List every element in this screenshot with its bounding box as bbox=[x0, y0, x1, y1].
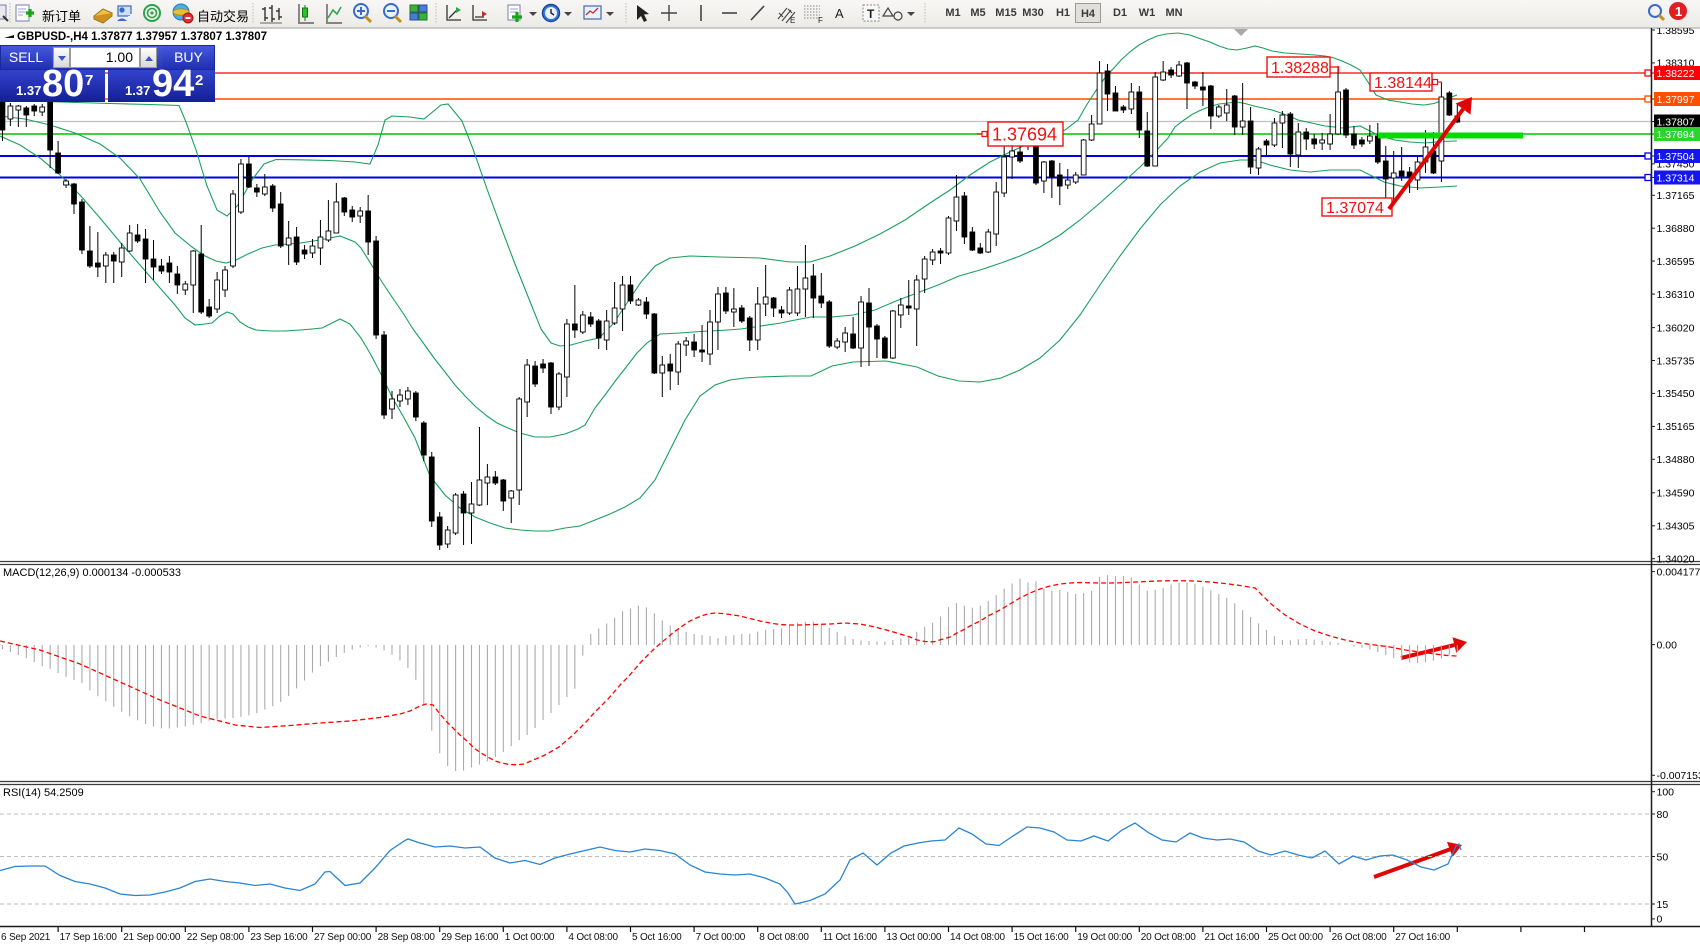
svg-text:0: 0 bbox=[1657, 914, 1663, 926]
svg-text:21 Oct 16:00: 21 Oct 16:00 bbox=[1204, 932, 1259, 943]
svg-text:1.37314: 1.37314 bbox=[1657, 172, 1695, 184]
svg-text:0.00: 0.00 bbox=[1657, 639, 1678, 651]
svg-text:4 Oct 08:00: 4 Oct 08:00 bbox=[568, 932, 618, 943]
svg-text:1.34020: 1.34020 bbox=[1657, 554, 1695, 566]
svg-text:RSI(14) 54.2509: RSI(14) 54.2509 bbox=[3, 787, 84, 799]
svg-text:A: A bbox=[835, 6, 844, 21]
svg-text:7 Oct 00:00: 7 Oct 00:00 bbox=[696, 932, 746, 943]
svg-text:1.36310: 1.36310 bbox=[1657, 289, 1695, 301]
svg-text:14 Oct 08:00: 14 Oct 08:00 bbox=[950, 932, 1005, 943]
svg-text:T: T bbox=[867, 7, 875, 21]
svg-text:26 Oct 08:00: 26 Oct 08:00 bbox=[1332, 932, 1387, 943]
svg-text:19 Oct 00:00: 19 Oct 00:00 bbox=[1077, 932, 1132, 943]
svg-text:1.37165: 1.37165 bbox=[1657, 190, 1695, 202]
svg-text:1.38222: 1.38222 bbox=[1657, 68, 1695, 80]
svg-text:80: 80 bbox=[1657, 809, 1669, 821]
svg-text:E: E bbox=[790, 16, 795, 25]
svg-text:1.38288: 1.38288 bbox=[1271, 60, 1329, 77]
svg-text:1.36595: 1.36595 bbox=[1657, 256, 1695, 268]
svg-text:11 Oct 16:00: 11 Oct 16:00 bbox=[823, 932, 878, 943]
svg-text:28 Sep 08:00: 28 Sep 08:00 bbox=[378, 932, 436, 943]
svg-text:21 Sep 00:00: 21 Sep 00:00 bbox=[123, 932, 181, 943]
svg-text:1.37694: 1.37694 bbox=[1657, 129, 1695, 141]
svg-text:5 Oct 16:00: 5 Oct 16:00 bbox=[632, 932, 682, 943]
svg-text:0.004177: 0.004177 bbox=[1657, 566, 1700, 578]
svg-text:100: 100 bbox=[1657, 787, 1675, 799]
svg-text:1.37807: 1.37807 bbox=[1657, 116, 1695, 128]
svg-text:MACD(12,26,9) 0.000134 -0.0005: MACD(12,26,9) 0.000134 -0.000533 bbox=[3, 567, 181, 579]
svg-text:1.35735: 1.35735 bbox=[1657, 355, 1695, 367]
svg-text:15: 15 bbox=[1657, 899, 1669, 911]
svg-text:22 Sep 08:00: 22 Sep 08:00 bbox=[187, 932, 245, 943]
svg-text:8 Oct 08:00: 8 Oct 08:00 bbox=[759, 932, 809, 943]
svg-text:23 Sep 16:00: 23 Sep 16:00 bbox=[250, 932, 308, 943]
svg-text:1: 1 bbox=[1675, 4, 1682, 19]
svg-text:1.34590: 1.34590 bbox=[1657, 488, 1695, 500]
svg-text:F: F bbox=[818, 16, 823, 25]
svg-text:25 Oct 00:00: 25 Oct 00:00 bbox=[1268, 932, 1323, 943]
svg-text:29 Sep 16:00: 29 Sep 16:00 bbox=[441, 932, 499, 943]
svg-text:1.36880: 1.36880 bbox=[1657, 223, 1695, 235]
svg-text:1.37694: 1.37694 bbox=[992, 124, 1057, 144]
svg-text:1 Oct 00:00: 1 Oct 00:00 bbox=[505, 932, 555, 943]
svg-text:13 Oct 00:00: 13 Oct 00:00 bbox=[886, 932, 941, 943]
svg-text:1.36020: 1.36020 bbox=[1657, 322, 1695, 334]
svg-text:1.37504: 1.37504 bbox=[1657, 151, 1695, 163]
svg-text:1.34305: 1.34305 bbox=[1657, 521, 1695, 533]
svg-text:1.38144: 1.38144 bbox=[1374, 75, 1432, 92]
svg-text:1.35165: 1.35165 bbox=[1657, 421, 1695, 433]
svg-text:15 Oct 16:00: 15 Oct 16:00 bbox=[1014, 932, 1069, 943]
svg-text:1.35450: 1.35450 bbox=[1657, 388, 1695, 400]
svg-text:6 Sep 2021: 6 Sep 2021 bbox=[1, 932, 51, 943]
svg-text:1.37997: 1.37997 bbox=[1657, 94, 1695, 106]
svg-text:GBPUSD-,H4 1.37877 1.37957 1.: GBPUSD-,H4 1.37877 1.37957 1.37807 1.378… bbox=[17, 31, 267, 43]
svg-text:1.34880: 1.34880 bbox=[1657, 454, 1695, 466]
svg-text:1.37074: 1.37074 bbox=[1326, 200, 1384, 217]
svg-text:27 Sep 00:00: 27 Sep 00:00 bbox=[314, 932, 372, 943]
svg-text:20 Oct 08:00: 20 Oct 08:00 bbox=[1141, 932, 1196, 943]
svg-text:17 Sep 16:00: 17 Sep 16:00 bbox=[60, 932, 118, 943]
svg-text:-0.007153: -0.007153 bbox=[1657, 770, 1700, 782]
svg-text:50: 50 bbox=[1657, 851, 1669, 863]
svg-text:27 Oct 16:00: 27 Oct 16:00 bbox=[1395, 932, 1450, 943]
